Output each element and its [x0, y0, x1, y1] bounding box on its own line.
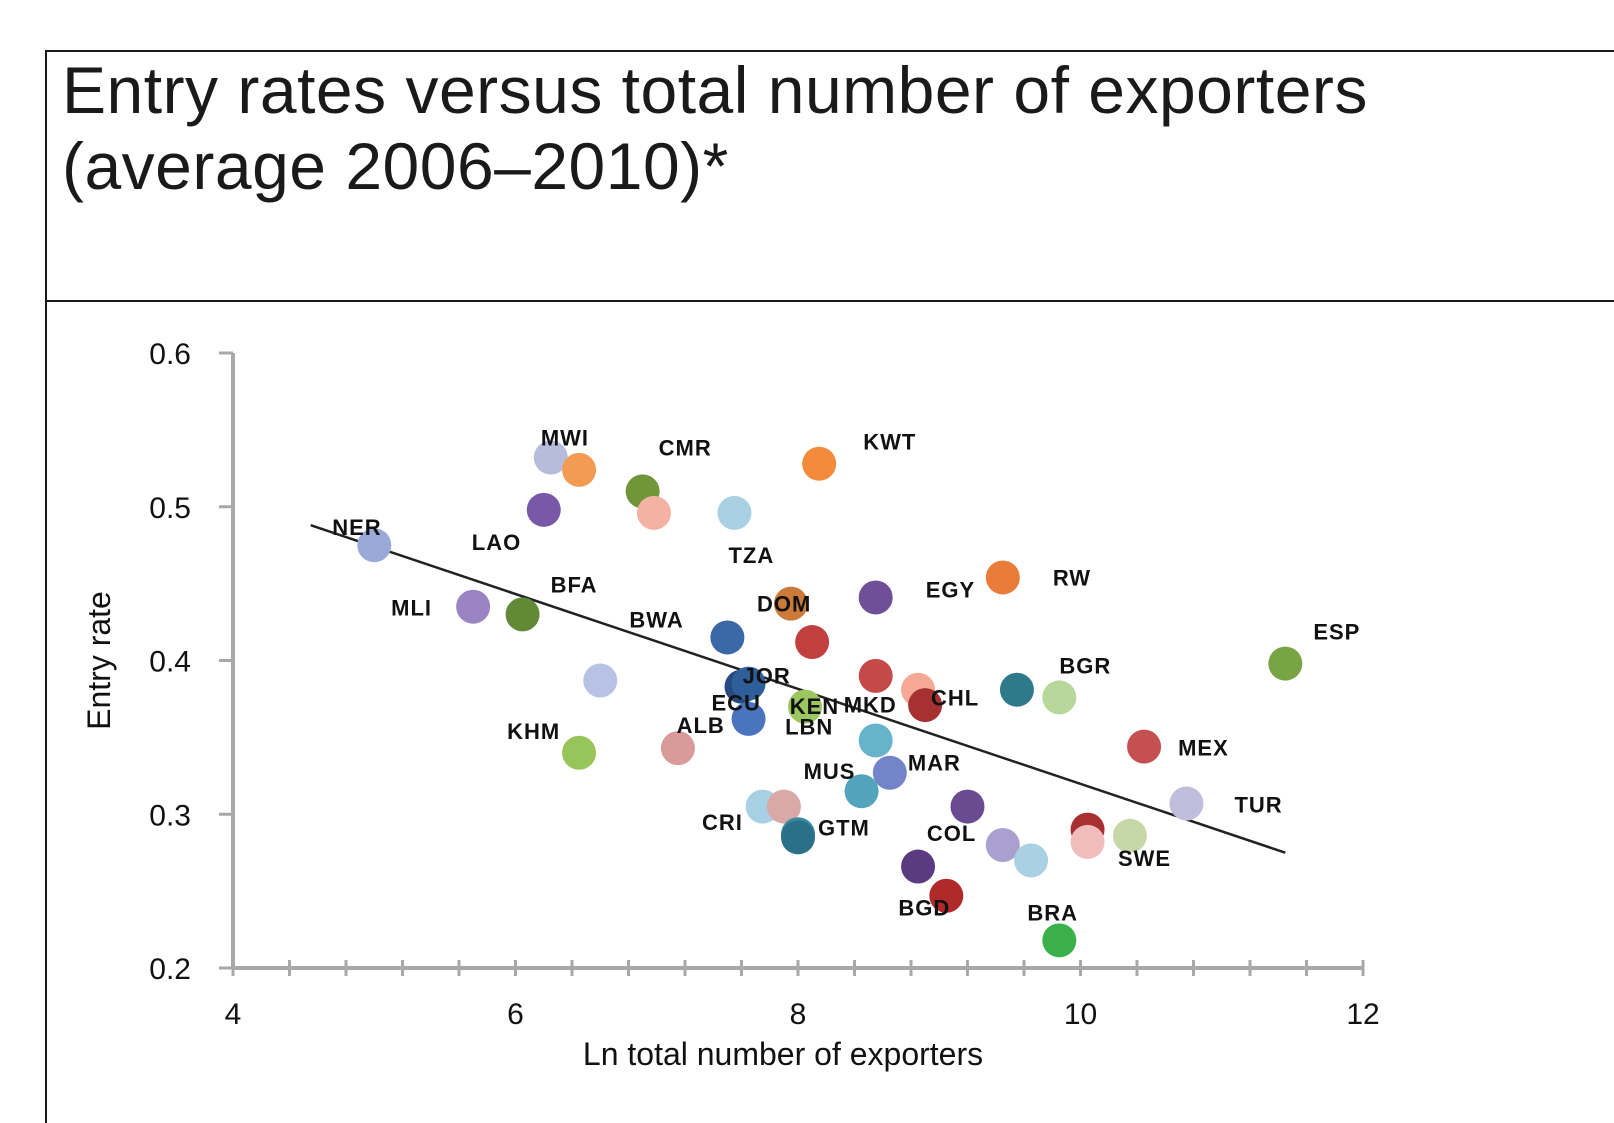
- point-label: MEX: [1178, 736, 1229, 761]
- data-point: [660, 731, 695, 766]
- point-label: BRA: [1027, 900, 1078, 925]
- point-label: TUR: [1234, 792, 1282, 817]
- trendline-layer: [310, 524, 1286, 854]
- point-label: ALB: [677, 713, 725, 738]
- point-label: BWA: [629, 607, 683, 632]
- data-point: [781, 820, 815, 855]
- data-point: [636, 495, 671, 530]
- point-label: BFA: [551, 572, 598, 597]
- data-point: [1042, 923, 1077, 958]
- x-tick-label: 6: [507, 998, 524, 1031]
- point-label: CMR: [659, 435, 712, 460]
- data-point: [985, 828, 1020, 862]
- point-label: MWI: [541, 426, 589, 451]
- data-point: [788, 689, 823, 724]
- point-label: LAO: [472, 530, 521, 555]
- x-tick-label: 12: [1346, 998, 1379, 1031]
- data-point: [562, 452, 597, 487]
- point-label: EGY: [926, 577, 975, 602]
- y-tick-label: 0.3: [149, 799, 191, 832]
- slide-frame: [45, 50, 1614, 1123]
- point-label: JOR: [743, 664, 791, 689]
- data-point: [858, 658, 893, 693]
- point-label: KWT: [863, 430, 916, 455]
- point-label: NER: [332, 515, 381, 540]
- data-point: [357, 528, 392, 563]
- data-point: [858, 580, 893, 615]
- data-point: [950, 789, 985, 824]
- trendline: [310, 524, 1286, 854]
- data-point: [562, 735, 597, 770]
- data-point: [999, 672, 1034, 707]
- data-point: [844, 774, 879, 809]
- data-point: [1070, 824, 1105, 859]
- title-divider: [45, 300, 1614, 302]
- points-layer: [357, 440, 1303, 958]
- data-point: [1042, 680, 1077, 715]
- data-point: [795, 625, 830, 660]
- data-point: [731, 701, 766, 736]
- point-label: ECU: [712, 691, 761, 716]
- y-tick-label: 0.5: [149, 492, 191, 525]
- y-tick-label: 0.2: [149, 953, 191, 986]
- data-point: [908, 688, 943, 723]
- data-point: [766, 789, 801, 824]
- point-label: MLI: [391, 596, 432, 621]
- data-point: [717, 495, 752, 530]
- slide-title: Entry rates versus total number of expor…: [62, 53, 1368, 203]
- data-point: [731, 666, 766, 701]
- point-label: CRI: [702, 810, 743, 835]
- data-point: [985, 560, 1020, 595]
- point-label: LBN: [785, 715, 833, 740]
- data-point: [929, 878, 964, 913]
- x-tick-label: 4: [225, 998, 242, 1031]
- data-point: [1169, 786, 1204, 821]
- x-axis-title: Ln total number of exporters: [583, 1036, 983, 1072]
- point-label: CHL: [931, 686, 979, 711]
- data-point: [1127, 729, 1162, 764]
- point-label: COL: [927, 821, 976, 846]
- data-point: [1014, 843, 1049, 878]
- point-label: MAR: [908, 751, 961, 776]
- data-point: [583, 663, 618, 698]
- point-label: SWE: [1118, 846, 1171, 871]
- x-tick-label: 10: [1064, 998, 1097, 1031]
- point-label: MKD: [844, 692, 897, 717]
- data-point: [533, 440, 568, 475]
- point-label: DOM: [757, 592, 811, 617]
- point-label: MUS: [804, 759, 856, 784]
- x-tick-label: 8: [790, 998, 807, 1031]
- data-point: [858, 723, 893, 758]
- point-label: TZA: [728, 543, 774, 568]
- data-point: [802, 446, 837, 481]
- data-point: [505, 597, 540, 632]
- data-point: [526, 492, 561, 527]
- point-label: BGD: [898, 896, 950, 921]
- point-label: BGR: [1059, 653, 1111, 678]
- data-point: [773, 586, 808, 621]
- axes: 0.2 0.3 0.4 0.5 0.6 4 6 8 10 12 Ln total number of…: [81, 338, 1380, 1072]
- y-tick-label: 0.4: [149, 646, 191, 679]
- data-point: [872, 755, 907, 790]
- y-axis-title: Entry rate: [81, 591, 117, 730]
- point-label: RW: [1053, 565, 1091, 590]
- data-point: [1268, 646, 1303, 681]
- point-label: ESP: [1313, 620, 1360, 645]
- point-label: KHM: [507, 719, 560, 744]
- y-tick-label: 0.6: [149, 338, 191, 371]
- point-label: KEN: [790, 694, 839, 719]
- data-point: [901, 849, 936, 884]
- data-point: [456, 589, 491, 624]
- data-point: [710, 620, 745, 655]
- data-point: [1112, 818, 1147, 853]
- point-labels-layer: NER MWI LAO CMR TZA KWT MLI BFA BWA DOM EGY RW ESP EC…: [332, 426, 1360, 926]
- point-label: GTM: [818, 815, 870, 840]
